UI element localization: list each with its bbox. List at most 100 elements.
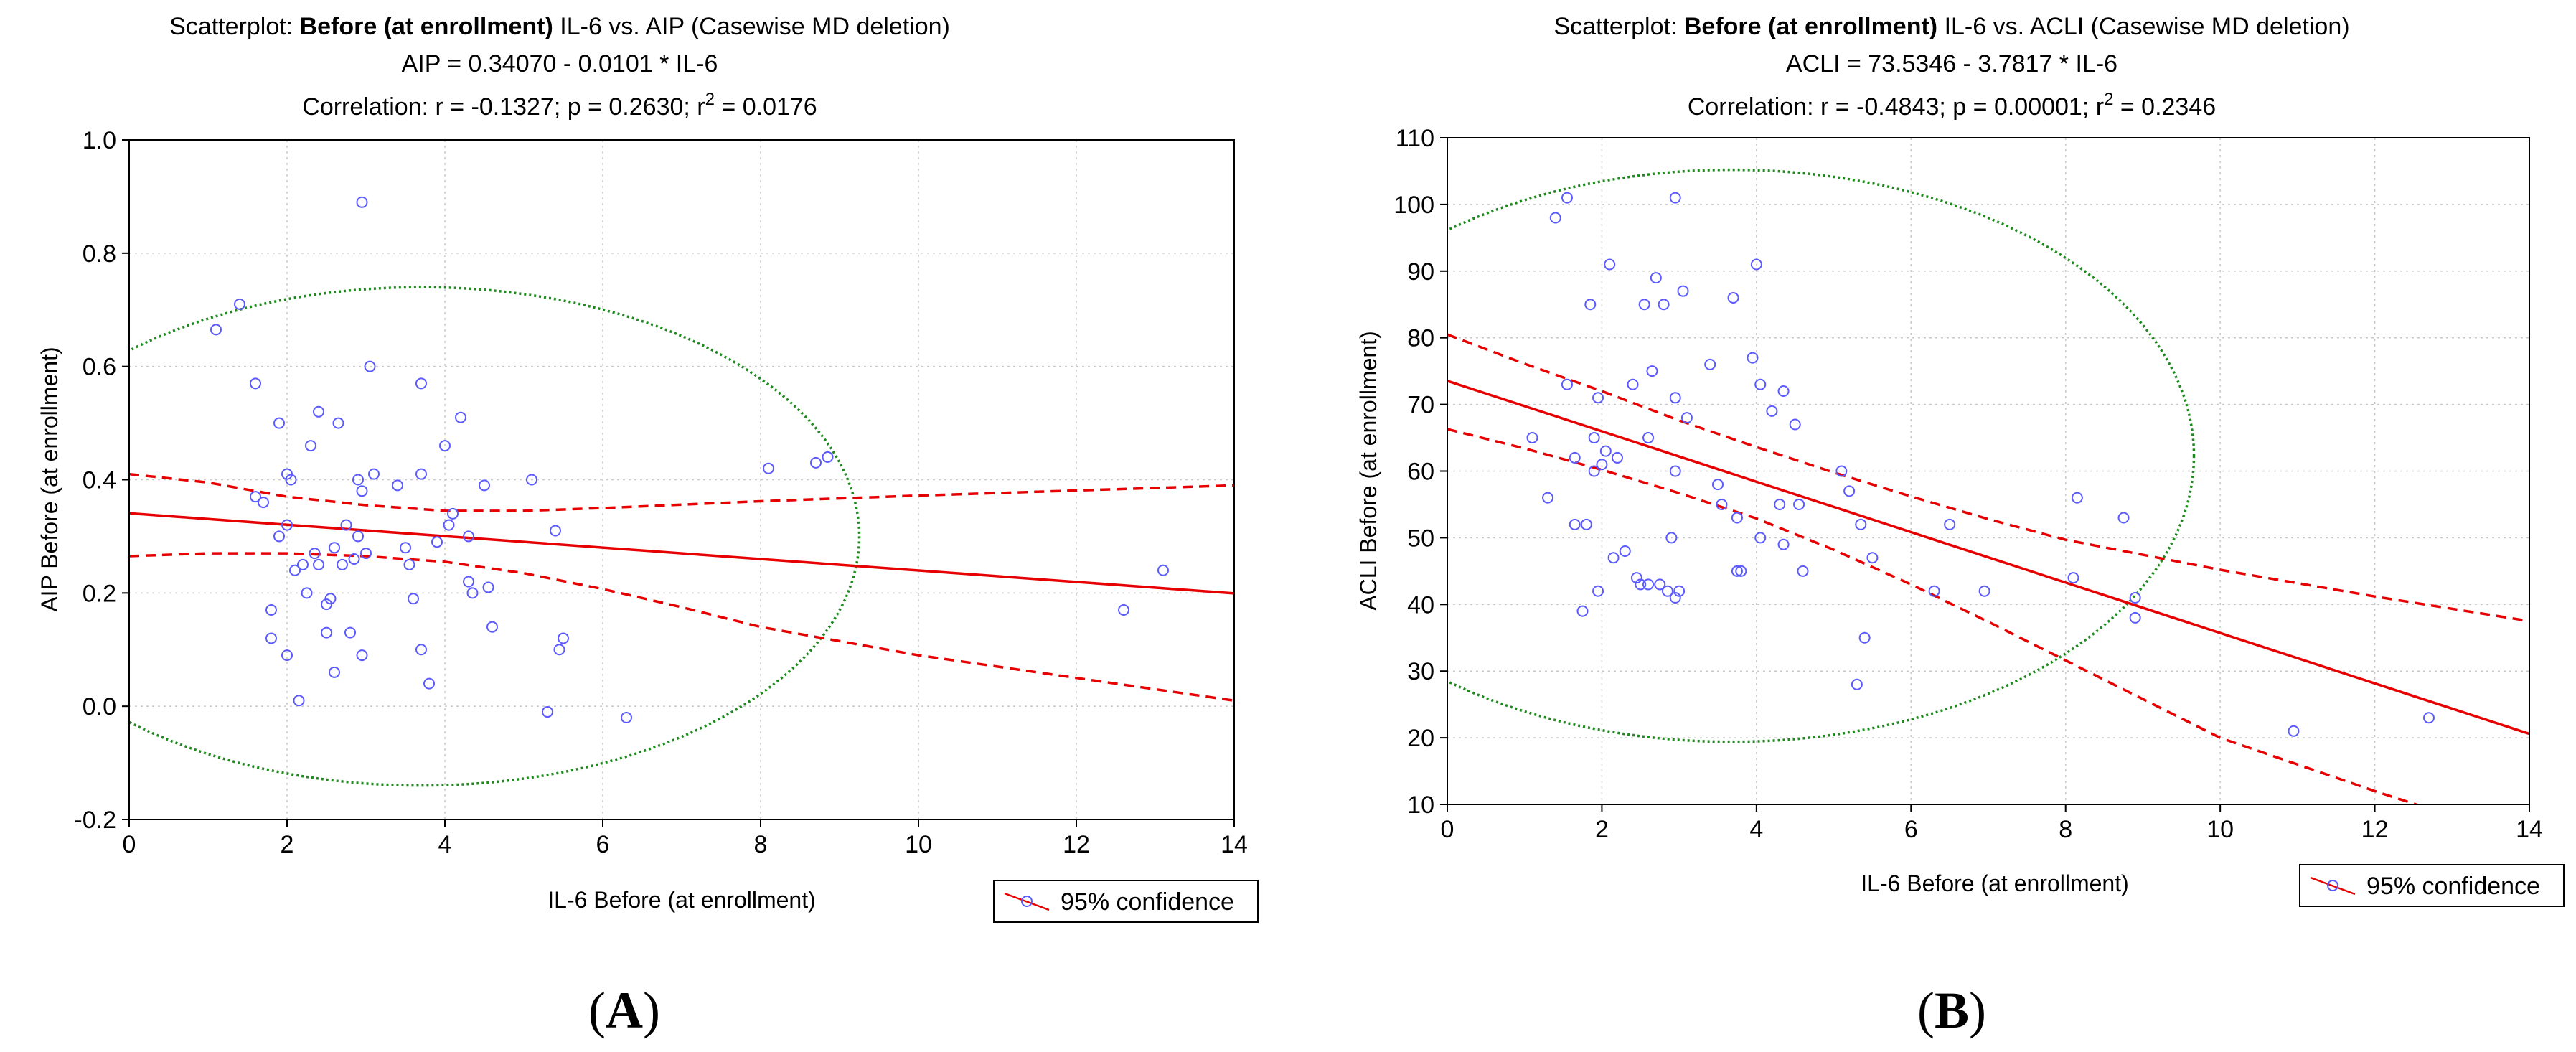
chart-b-point — [1569, 518, 1581, 530]
chart-a-point — [810, 456, 822, 469]
chart-b-point — [1858, 631, 1871, 644]
chart-b-x-ticks: 0 2 4 6 8 10 12 14 — [1441, 804, 2543, 843]
chart-a-x-tick-label: 14 — [1221, 831, 1248, 858]
chart-b-point — [1542, 492, 1554, 504]
chart-a-y-tick-label: 0.6 — [83, 354, 116, 381]
chart-a-point — [250, 377, 261, 390]
chart-b-y-tick-label: 60 — [1407, 459, 1434, 486]
chart-a-point — [258, 497, 269, 509]
chart-a-point — [329, 666, 340, 678]
chart-b-point — [1604, 258, 1616, 271]
chart-b-ci-lower — [1447, 428, 2420, 804]
chart-a-point — [447, 507, 459, 520]
chart-a-point — [423, 677, 435, 690]
chart-a-y-tick-label: 1.0 — [83, 127, 116, 154]
chart-a-point — [368, 468, 380, 480]
chart-a-point — [526, 474, 537, 486]
chart-b-point — [1635, 578, 1647, 591]
chart-b-y-tick-label: 110 — [1396, 125, 1434, 152]
chart-b-point — [1592, 392, 1604, 404]
chart-b-ellipse — [1447, 168, 2196, 743]
chart-a-regression — [129, 512, 1234, 595]
chart-a-x-tick-label: 10 — [905, 831, 932, 858]
chart-a-y-tick-label: 0.2 — [83, 580, 116, 607]
panel-b: Scatterplot: Before (at enrollment) IL-6… — [1355, 13, 2565, 1039]
chart-b-point — [2288, 725, 2300, 737]
chart-b-x-tick-label: 14 — [2516, 816, 2543, 843]
chart-a-point — [309, 548, 321, 560]
chart-b-point — [1526, 432, 1538, 444]
chart-a-point — [542, 706, 553, 718]
chart-a-point — [479, 479, 490, 492]
chart-b-x-tick-label: 12 — [2361, 816, 2389, 843]
chart-a-point — [463, 576, 474, 588]
chart-a-point — [360, 548, 372, 560]
chart-a-point — [337, 558, 348, 570]
chart-b-point — [1619, 545, 1631, 557]
chart-a-x-ticks: 0 2 4 6 8 10 12 14 — [123, 819, 1248, 858]
chart-a-x-tick-label: 2 — [281, 831, 294, 858]
chart-b-point — [1750, 258, 1762, 271]
chart-a-point — [364, 360, 376, 372]
chart-b-point — [1731, 512, 1743, 524]
chart-a-point — [466, 587, 479, 599]
chart-a-point — [289, 564, 301, 576]
chart-b-point — [1669, 465, 1681, 477]
chart-b-point — [1630, 572, 1642, 584]
chart-a-point — [482, 581, 494, 593]
chart-a-point — [408, 593, 419, 605]
chart-a-y-ticks: -0.2 0.0 0.2 0.4 0.6 0.8 1.0 — [74, 127, 129, 834]
chart-b-y-ticks: 10 20 30 40 50 60 70 80 90 100 110 — [1393, 125, 1447, 819]
chart-b-y-tick-label: 40 — [1407, 591, 1434, 619]
chart-a-x-tick-label: 4 — [438, 831, 452, 858]
chart-b-point — [1592, 585, 1604, 597]
chart-a-point — [455, 411, 466, 423]
chart-a-x-tick-label: 6 — [596, 831, 610, 858]
chart-b-y-tick-label: 80 — [1407, 325, 1434, 352]
chart-a-point — [1157, 564, 1169, 576]
chart-b-point — [1599, 445, 1612, 457]
chart-b-point — [1777, 538, 1790, 550]
chart-b-points — [1526, 192, 2435, 737]
chart-b-point — [1638, 299, 1650, 311]
chart-b-point — [2129, 592, 2141, 604]
chart-a-point — [265, 604, 277, 616]
chart-a-point — [400, 542, 411, 554]
chart-a-point — [356, 649, 368, 662]
chart-a-point — [324, 593, 337, 605]
chart-b-y-tick-label: 30 — [1407, 658, 1434, 685]
chart-b-point — [1661, 585, 1673, 597]
chart-a-point — [313, 558, 324, 570]
chart-a-point — [281, 649, 293, 662]
chart-b-point — [1673, 585, 1686, 597]
chart-b-point — [1777, 385, 1790, 398]
chart-b-legend-line — [2310, 876, 2356, 896]
chart-a-confidence-band — [129, 472, 1234, 703]
chart-a-legend-label: 95% confidence — [1061, 888, 1234, 916]
chart-a-point — [273, 530, 285, 543]
chart-a-ci-lower — [129, 552, 1234, 703]
chart-b-point — [2129, 611, 2141, 624]
chart-a-point — [340, 519, 352, 531]
chart-b-point — [1654, 578, 1666, 591]
chart-b-point — [1561, 378, 1573, 390]
chart-b-prediction-ellipse — [1447, 168, 2196, 743]
chart-a-y-tick-label: 0.0 — [83, 693, 116, 720]
chart-a-point — [234, 298, 245, 310]
chart-a-point — [621, 711, 632, 723]
chart-b-x-axis-label: IL-6 Before (at enrollment) — [1861, 870, 2129, 896]
chart-b-point — [1766, 405, 1778, 417]
chart-a-point — [553, 644, 565, 656]
chart-a-point — [305, 440, 316, 452]
chart-b-point — [1774, 498, 1786, 510]
chart-b-point — [1735, 565, 1747, 577]
chart-a-point — [356, 196, 368, 208]
chart-b-point — [1642, 578, 1655, 591]
chart-a-point — [550, 525, 561, 537]
chart-a-y-tick-label: 0.8 — [83, 240, 116, 268]
chart-b-point — [2067, 572, 2079, 584]
chart-a-point — [293, 695, 305, 707]
chart-b-equation: ACLI = 73.5346 - 3.7817 * IL-6 — [1786, 50, 2117, 78]
chart-b-title-line1: Scatterplot: Before (at enrollment) IL-6… — [1553, 13, 2349, 40]
